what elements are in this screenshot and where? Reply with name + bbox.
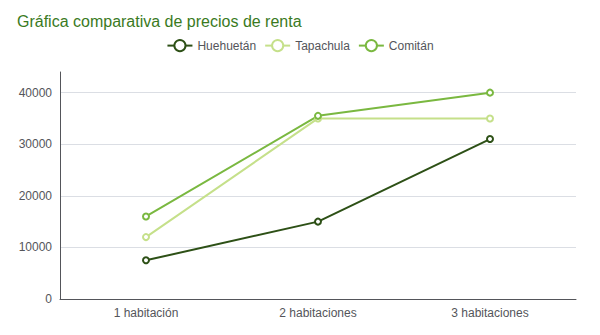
svg-text:10000: 10000 <box>19 240 53 254</box>
svg-text:Huehuetán: Huehuetán <box>197 39 256 53</box>
svg-text:1 habitación: 1 habitación <box>114 306 179 320</box>
svg-text:2 habitaciones: 2 habitaciones <box>279 306 356 320</box>
svg-text:Tapachula: Tapachula <box>295 39 350 53</box>
svg-text:20000: 20000 <box>19 189 53 203</box>
svg-text:3 habitaciones: 3 habitaciones <box>451 306 528 320</box>
svg-text:Gráfica comparativa de precios: Gráfica comparativa de precios de renta <box>17 13 302 30</box>
svg-text:0: 0 <box>45 292 52 306</box>
svg-text:30000: 30000 <box>19 137 53 151</box>
svg-text:40000: 40000 <box>19 86 53 100</box>
svg-text:Comitán: Comitán <box>389 39 434 53</box>
